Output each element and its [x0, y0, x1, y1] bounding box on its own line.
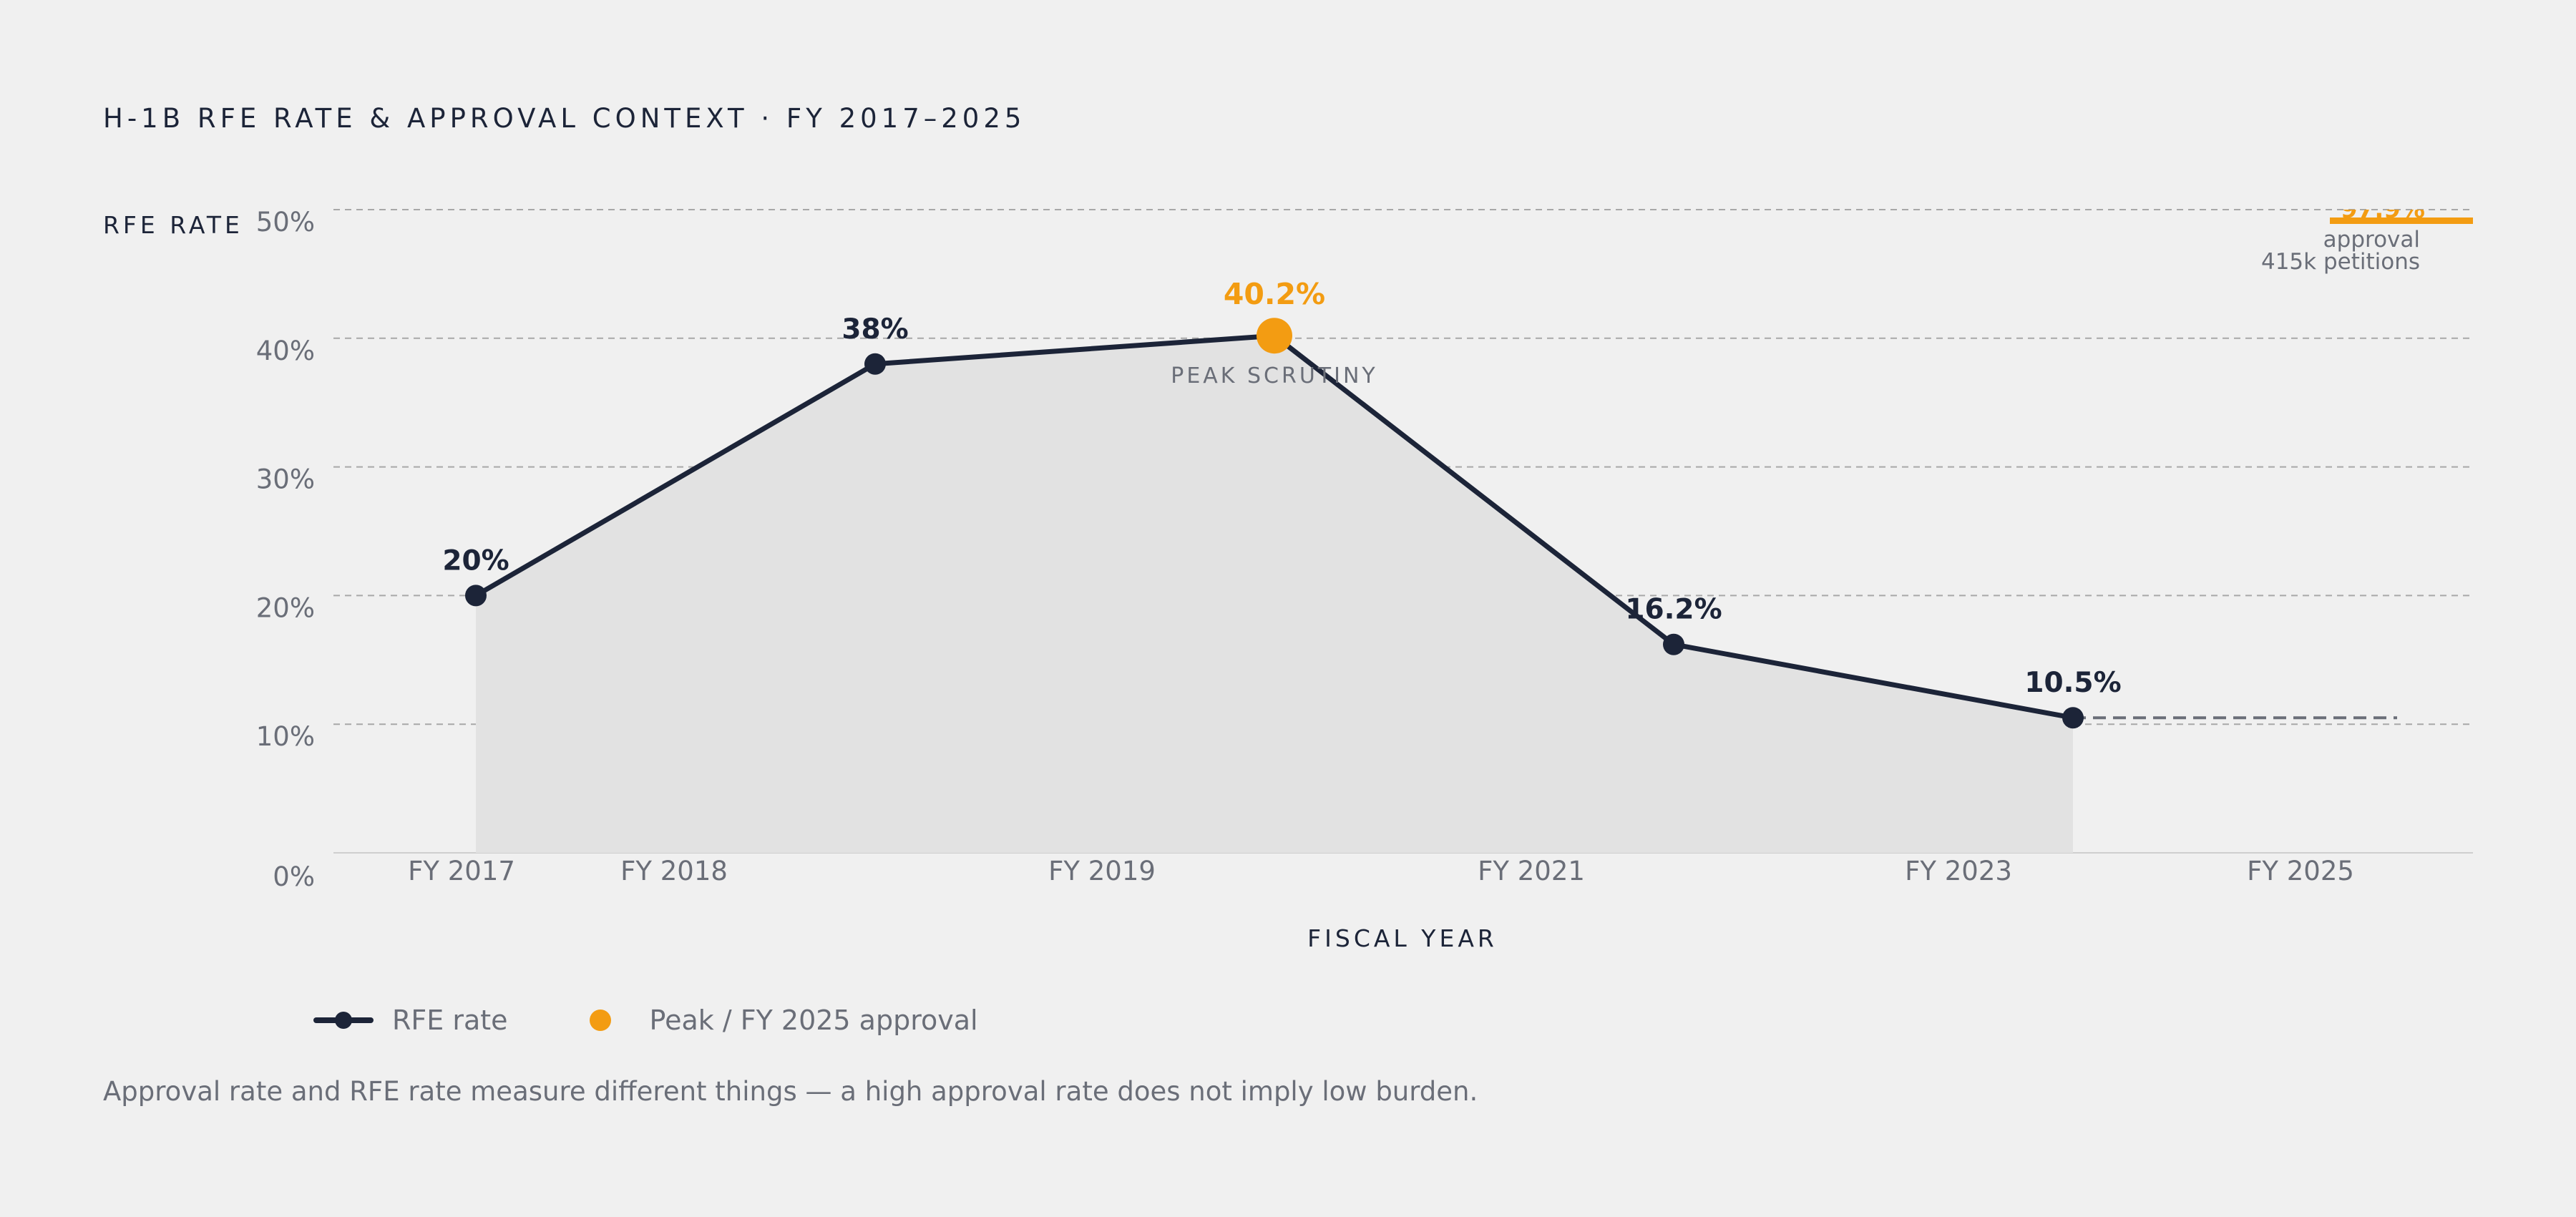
- x-tick-label: FY 2021: [1478, 856, 1585, 886]
- x-tick-label: FY 2018: [620, 856, 728, 886]
- x-tick-labels: FY 2017 FY 2018 FY 2019 FY 2021 FY 2023 FY 20…: [408, 856, 2354, 886]
- x-tick-label: FY 2017: [408, 856, 515, 886]
- x-tick-label: FY 2025: [2247, 856, 2354, 886]
- legend-item-peak-approval: Peak / FY 2025 approval: [580, 1005, 978, 1036]
- legend-item-rfe-rate: RFE rate: [313, 1005, 508, 1036]
- data-point: [1663, 633, 1684, 655]
- data-point: [2062, 707, 2084, 729]
- x-tick-label: FY 2023: [1905, 856, 2012, 886]
- legend-label-rfe-rate: RFE rate: [392, 1005, 508, 1036]
- y-tick-label: 20%: [256, 592, 315, 623]
- data-value-label: 38%: [841, 313, 908, 346]
- approval-marker-bar: [2330, 218, 2473, 224]
- y-tick-label: 50%: [256, 207, 315, 238]
- data-points: 20% 38% 40.2% PEAK SCRUTINY 16.2% 10.5%: [442, 277, 2122, 729]
- legend-label-peak-approval: Peak / FY 2025 approval: [649, 1005, 978, 1036]
- footnote: Approval rate and RFE rate measure diffe…: [103, 1076, 1478, 1107]
- approval-sublabel: 415k petitions: [2261, 249, 2420, 275]
- x-axis-label: FISCAL YEAR: [1307, 924, 1498, 952]
- legend-line-swatch: [313, 1012, 374, 1029]
- peak-point: [1257, 318, 1292, 354]
- y-tick-label: 30%: [256, 464, 315, 495]
- approval-label: approval: [2323, 227, 2420, 253]
- area-fill: [476, 336, 2073, 854]
- approval-value-label: 97.9%: [2341, 195, 2425, 224]
- chart-title: H-1B RFE RATE & APPROVAL CONTEXT · FY 20…: [103, 103, 1026, 134]
- data-point: [864, 353, 886, 375]
- data-point: [465, 585, 487, 607]
- legend-dot-swatch: [589, 1010, 611, 1031]
- y-axis-label: RFE RATE: [103, 211, 243, 239]
- data-value-label: 20%: [442, 544, 509, 577]
- data-value-label: 16.2%: [1625, 594, 1722, 626]
- peak-value-label: 40.2%: [1224, 277, 1325, 311]
- legend: RFE rate Peak / FY 2025 approval: [313, 999, 1050, 1042]
- y-tick-labels: 0% 10% 20% 30% 40% 50%: [256, 207, 315, 892]
- area-shape: [476, 336, 2073, 854]
- x-tick-label: FY 2019: [1048, 856, 1156, 886]
- y-tick-label: 10%: [256, 721, 315, 752]
- y-tick-label: 0%: [273, 861, 315, 892]
- y-tick-label: 40%: [256, 336, 315, 366]
- peak-annotation: PEAK SCRUTINY: [1171, 363, 1378, 388]
- data-value-label: 10.5%: [2024, 667, 2121, 699]
